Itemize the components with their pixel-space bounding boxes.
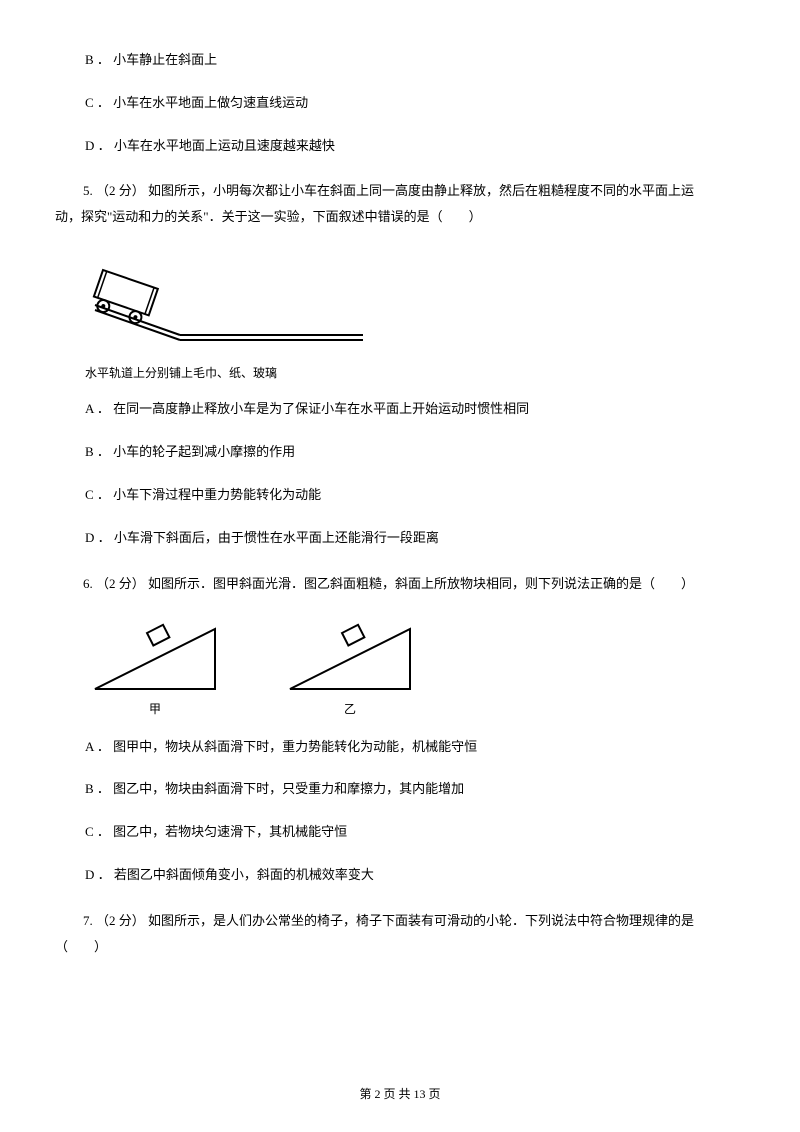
q-number: 6. bbox=[83, 576, 93, 591]
option-text: 小车在水平地面上做匀速直线运动 bbox=[113, 95, 308, 110]
option-label: B ． bbox=[85, 52, 110, 67]
footer-total: 13 bbox=[414, 1087, 426, 1101]
q5-option-d: D ． 小车滑下斜面后，由于惯性在水平面上还能滑行一段距离 bbox=[55, 528, 745, 549]
option-text: 图甲中，物块从斜面滑下时，重力势能转化为动能，机械能守恒 bbox=[113, 739, 477, 754]
q5-option-b: B ． 小车的轮子起到减小摩擦的作用 bbox=[55, 442, 745, 463]
option-c: C ． 小车在水平地面上做匀速直线运动 bbox=[55, 93, 745, 114]
triangle-b: 乙 bbox=[280, 617, 420, 717]
page-footer: 第 2 页 共 13 页 bbox=[0, 1085, 800, 1102]
option-d: D ． 小车在水平地面上运动且速度越来越快 bbox=[55, 136, 745, 157]
option-label: A ． bbox=[85, 401, 110, 416]
option-text: 小车滑下斜面后，由于惯性在水平面上还能滑行一段距离 bbox=[114, 530, 439, 545]
option-label: C ． bbox=[85, 824, 110, 839]
option-label: C ． bbox=[85, 95, 110, 110]
figure-caption: 水平轨道上分别铺上毛巾、纸、玻璃 bbox=[85, 364, 745, 381]
q6-option-a: A ． 图甲中，物块从斜面滑下时，重力势能转化为动能，机械能守恒 bbox=[55, 737, 745, 758]
q-text-b: （ ） bbox=[55, 934, 745, 960]
figure-triangles: 甲 乙 bbox=[85, 617, 745, 717]
q6-option-b: B ． 图乙中，物块由斜面滑下时，只受重力和摩擦力，其内能增加 bbox=[55, 779, 745, 800]
q5-option-c: C ． 小车下滑过程中重力势能转化为动能 bbox=[55, 485, 745, 506]
triangle-a: 甲 bbox=[85, 617, 225, 717]
q6-option-d: D ． 若图乙中斜面倾角变小，斜面的机械效率变大 bbox=[55, 865, 745, 886]
question-7: 7. （2 分） 如图所示，是人们办公常坐的椅子，椅子下面装有可滑动的小轮．下列… bbox=[55, 908, 745, 960]
q-text-b: 动，探究"运动和力的关系"．关于这一实验，下面叙述中错误的是（ ） bbox=[55, 204, 745, 230]
option-text: 若图乙中斜面倾角变小，斜面的机械效率变大 bbox=[114, 867, 374, 882]
option-text: 图乙中，物块由斜面滑下时，只受重力和摩擦力，其内能增加 bbox=[113, 781, 464, 796]
option-text: 小车在水平地面上运动且速度越来越快 bbox=[114, 138, 335, 153]
option-text: 在同一高度静止释放小车是为了保证小车在水平面上开始运动时惯性相同 bbox=[113, 401, 529, 416]
question-6: 6. （2 分） 如图所示．图甲斜面光滑．图乙斜面粗糙，斜面上所放物块相同，则下… bbox=[55, 571, 745, 597]
q-text-a: 如图所示，小明每次都让小车在斜面上同一高度由静止释放，然后在粗糙程度不同的水平面… bbox=[148, 183, 694, 198]
triangle-b-label: 乙 bbox=[280, 700, 420, 717]
footer-suffix: 页 bbox=[426, 1087, 441, 1101]
option-label: D ． bbox=[85, 867, 111, 882]
q-number: 7. bbox=[83, 913, 93, 928]
option-label: A ． bbox=[85, 739, 110, 754]
footer-prefix: 第 bbox=[359, 1087, 374, 1101]
option-label: D ． bbox=[85, 530, 111, 545]
q-text-a: 如图所示，是人们办公常坐的椅子，椅子下面装有可滑动的小轮．下列说法中符合物理规律… bbox=[148, 913, 694, 928]
option-text: 小车静止在斜面上 bbox=[113, 52, 217, 67]
option-text: 小车下滑过程中重力势能转化为动能 bbox=[113, 487, 321, 502]
q-points: （2 分） bbox=[96, 183, 145, 198]
question-5: 5. （2 分） 如图所示，小明每次都让小车在斜面上同一高度由静止释放，然后在粗… bbox=[55, 178, 745, 230]
q5-option-a: A ． 在同一高度静止释放小车是为了保证小车在水平面上开始运动时惯性相同 bbox=[55, 399, 745, 420]
footer-mid: 页 共 bbox=[380, 1087, 413, 1101]
triangle-a-label: 甲 bbox=[85, 700, 225, 717]
q-points: （2 分） bbox=[96, 913, 145, 928]
option-label: B ． bbox=[85, 781, 110, 796]
option-b: B ． 小车静止在斜面上 bbox=[55, 50, 745, 71]
option-text: 小车的轮子起到减小摩擦的作用 bbox=[113, 444, 295, 459]
option-label: D ． bbox=[85, 138, 111, 153]
q-number: 5. bbox=[83, 183, 93, 198]
figure-cart-ramp bbox=[85, 250, 745, 350]
option-label: C ． bbox=[85, 487, 110, 502]
option-text: 图乙中，若物块匀速滑下，其机械能守恒 bbox=[113, 824, 347, 839]
q-points: （2 分） bbox=[96, 576, 145, 591]
q-text: 如图所示．图甲斜面光滑．图乙斜面粗糙，斜面上所放物块相同，则下列说法正确的是（ … bbox=[148, 576, 694, 591]
q6-option-c: C ． 图乙中，若物块匀速滑下，其机械能守恒 bbox=[55, 822, 745, 843]
option-label: B ． bbox=[85, 444, 110, 459]
